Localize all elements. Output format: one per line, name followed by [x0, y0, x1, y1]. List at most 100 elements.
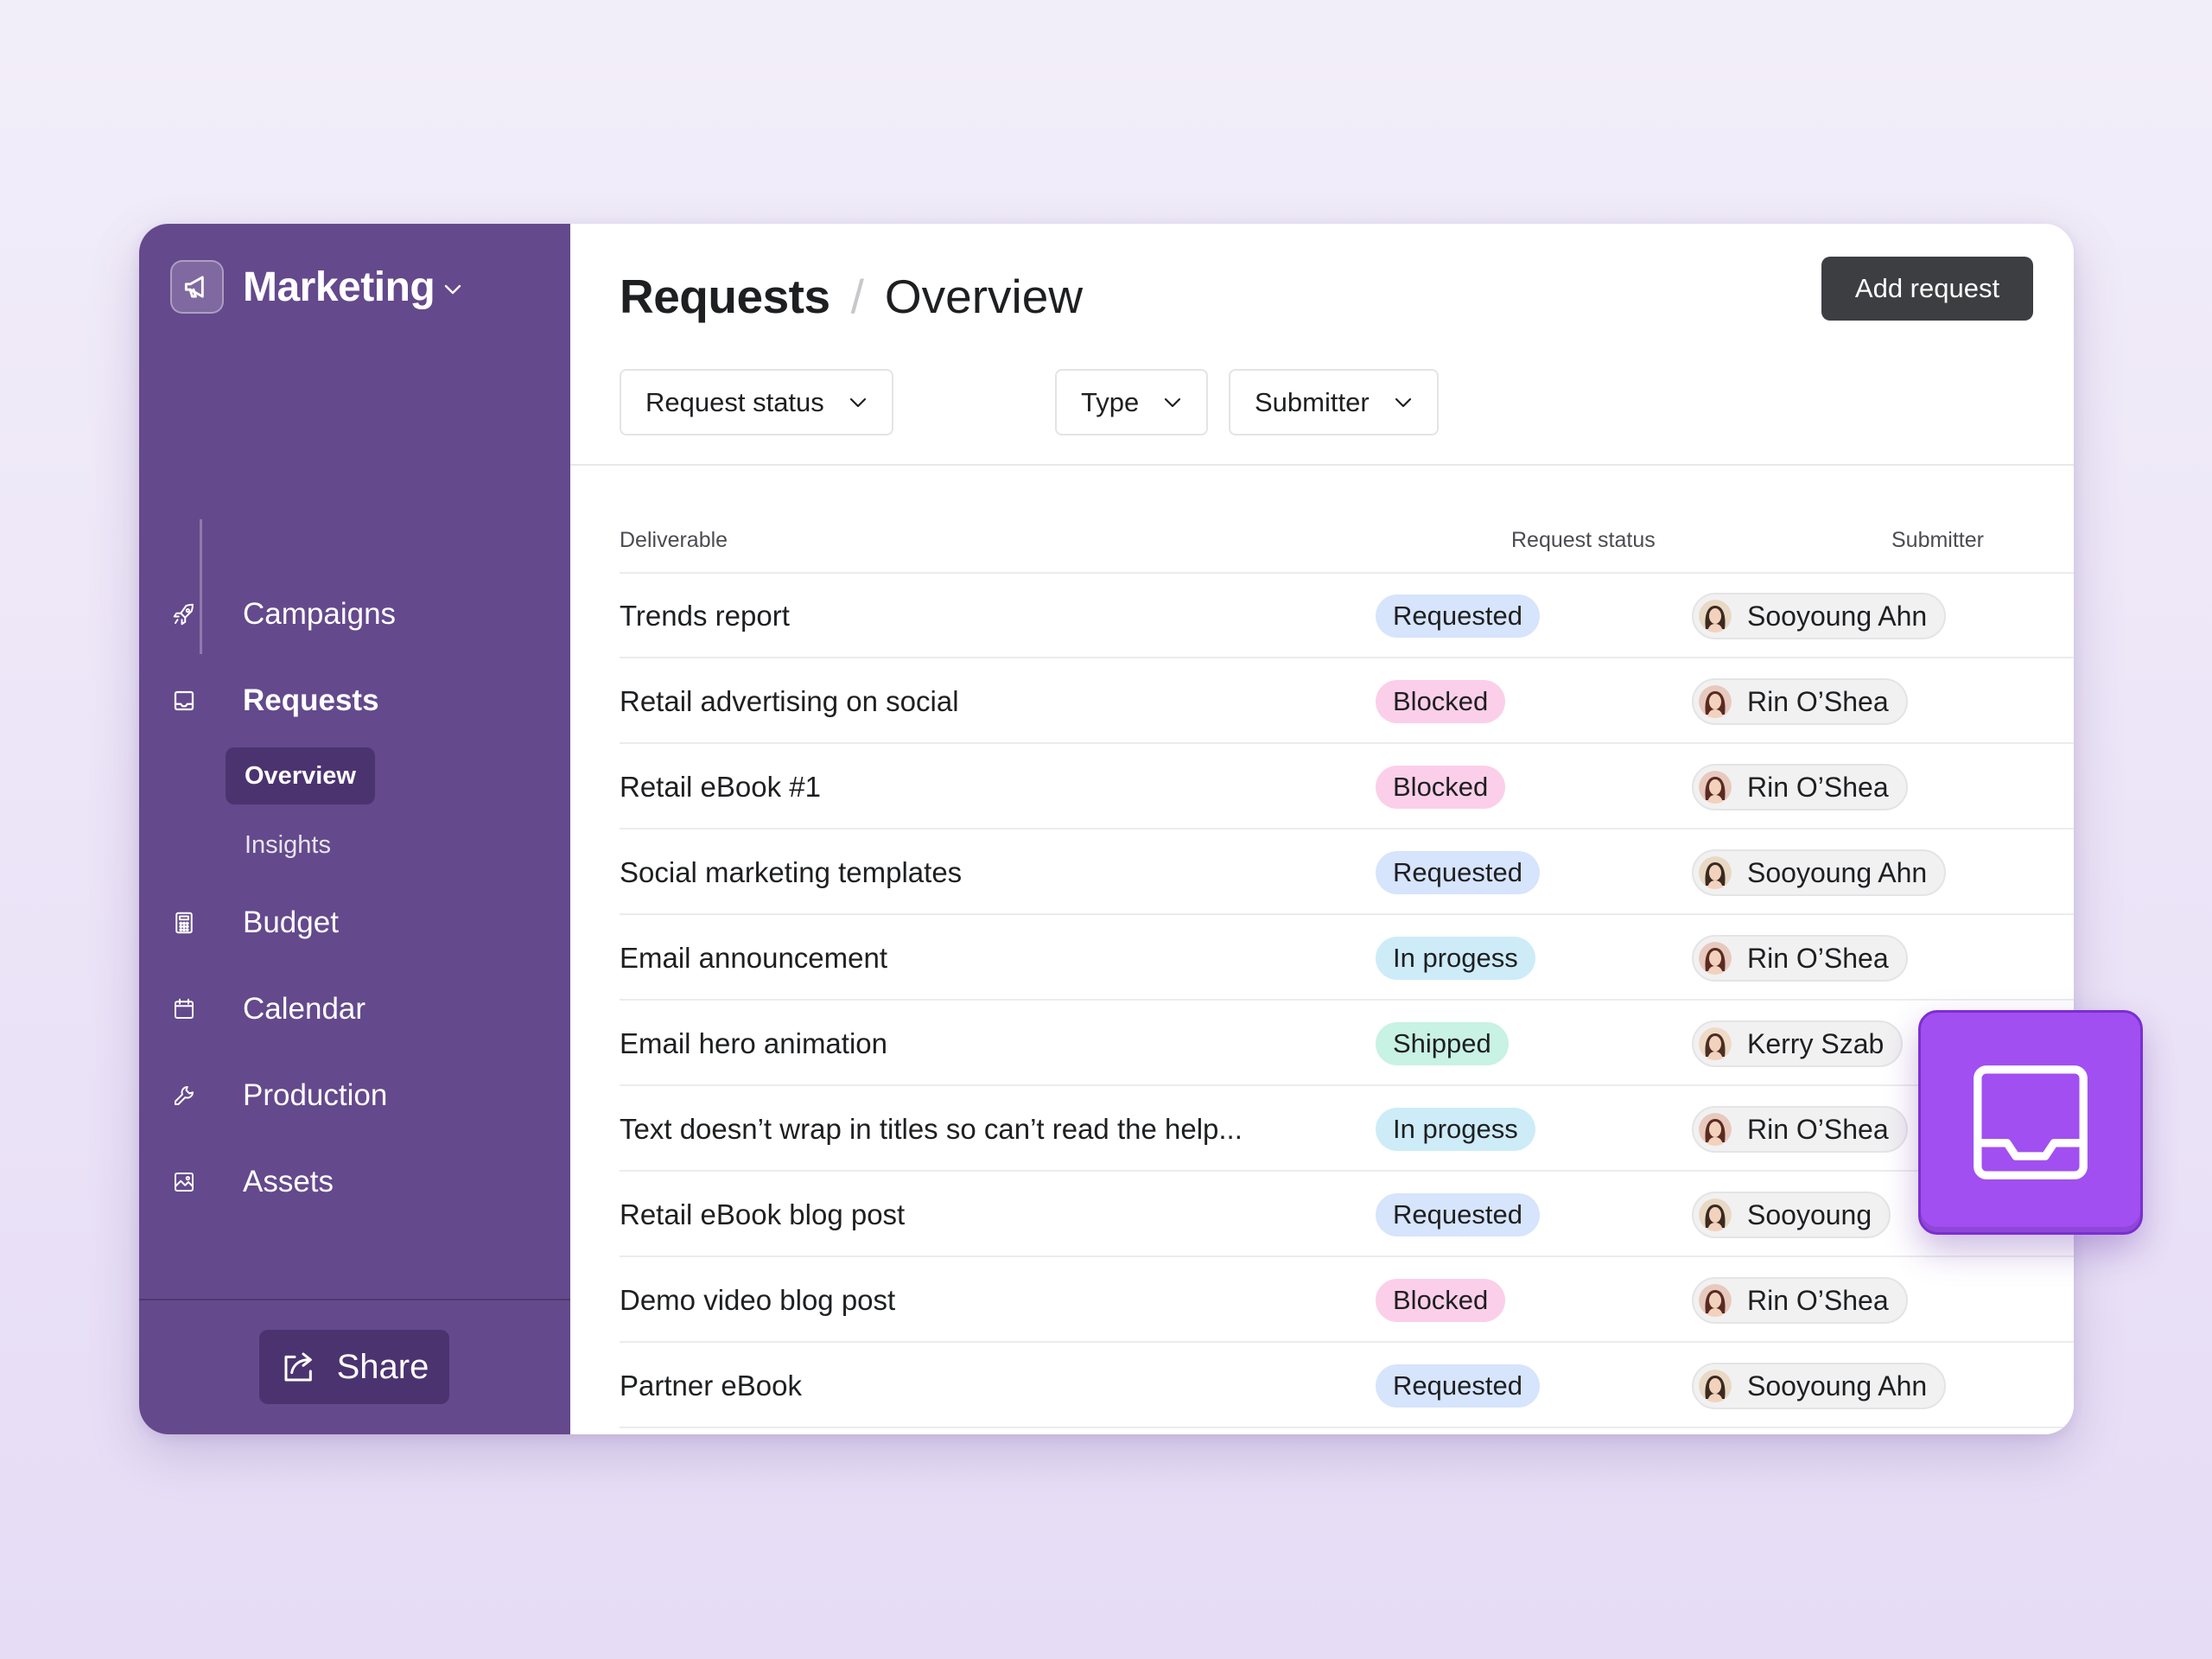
- cell-deliverable: Demo video blog post: [620, 1284, 896, 1316]
- avatar: [1699, 600, 1732, 632]
- subnav-indent-line: [200, 519, 202, 654]
- sidebar-item-assets[interactable]: Assets: [170, 1156, 334, 1208]
- submitter-chip[interactable]: Rin O’Shea: [1692, 678, 1908, 725]
- submitter-name: Rin O’Shea: [1747, 1284, 1889, 1316]
- submitter-chip[interactable]: Rin O’Shea: [1692, 764, 1908, 810]
- breadcrumb-requests[interactable]: Requests: [620, 270, 830, 323]
- cell-deliverable: Retail eBook blog post: [620, 1198, 906, 1230]
- avatar: [1699, 1198, 1732, 1231]
- image-icon: [170, 1168, 198, 1196]
- cell-deliverable: Social marketing templates: [620, 856, 963, 888]
- filter-label: Type: [1081, 386, 1140, 417]
- sidebar-item-campaigns[interactable]: Campaigns: [170, 588, 396, 640]
- column-header-request-status[interactable]: Request status: [1511, 528, 1656, 552]
- inbox-badge: [1918, 1010, 2143, 1235]
- sidebar-item-calendar[interactable]: Calendar: [170, 983, 365, 1035]
- status-badge[interactable]: Blocked: [1376, 680, 1506, 723]
- table-row[interactable]: Partner eBook Requested Sooyoung Ahn: [620, 1344, 2074, 1428]
- sidebar-item-label: Calendar: [243, 992, 366, 1026]
- filter-label: Request status: [645, 386, 824, 417]
- sidebar-item-budget[interactable]: Budget: [170, 897, 339, 949]
- toolbar-divider: [570, 464, 2074, 466]
- avatar: [1699, 771, 1732, 804]
- inbox-icon: [1974, 1065, 2088, 1179]
- table-row[interactable]: Retail eBook #1 Blocked Rin O’Shea: [620, 745, 2074, 830]
- table-header-divider: [620, 572, 2074, 574]
- sidebar-item-production[interactable]: Production: [170, 1070, 387, 1122]
- calendar-icon: [170, 995, 198, 1023]
- avatar: [1699, 1113, 1732, 1146]
- status-badge[interactable]: Requested: [1376, 851, 1540, 894]
- wrench-icon: [170, 1082, 198, 1109]
- chevron-down-icon: [443, 283, 462, 300]
- sidebar-item-label: Budget: [243, 906, 339, 939]
- cell-deliverable: Retail advertising on social: [620, 685, 959, 717]
- avatar: [1699, 1027, 1732, 1060]
- submitter-chip[interactable]: Rin O’Shea: [1692, 1277, 1908, 1324]
- status-badge[interactable]: In progess: [1376, 937, 1535, 980]
- sidebar-item-label: Campaigns: [243, 597, 397, 631]
- table-row[interactable]: Retail advertising on social Blocked Rin O…: [620, 659, 2074, 744]
- avatar: [1699, 1284, 1732, 1317]
- submitter-chip[interactable]: Sooyoung Ahn: [1692, 1363, 1947, 1409]
- column-header-submitter[interactable]: Submitter: [1891, 528, 1984, 552]
- cell-deliverable: Email hero animation: [620, 1027, 887, 1059]
- status-badge[interactable]: Blocked: [1376, 1279, 1506, 1322]
- sidebar-item-label: Assets: [243, 1165, 334, 1198]
- megaphone-icon: [170, 260, 224, 314]
- submitter-chip[interactable]: Sooyoung Ahn: [1692, 593, 1947, 639]
- submitter-chip[interactable]: Kerry Szab: [1692, 1020, 1904, 1067]
- filter-submitter[interactable]: Submitter: [1229, 369, 1439, 435]
- cell-deliverable: Email announcement: [620, 942, 888, 974]
- rocket-icon: [170, 601, 198, 628]
- chevron-down-icon: [849, 397, 866, 407]
- column-header-deliverable[interactable]: Deliverable: [620, 528, 728, 552]
- table-row[interactable]: Text doesn’t wrap in titles so can’t rea…: [620, 1087, 2074, 1172]
- status-badge[interactable]: Requested: [1376, 1364, 1540, 1408]
- share-button[interactable]: Share: [259, 1330, 449, 1404]
- submitter-name: Kerry Szab: [1747, 1027, 1885, 1059]
- subnav-item-overview[interactable]: Overview: [226, 747, 375, 804]
- cell-deliverable: Retail eBook #1: [620, 771, 821, 803]
- table-row[interactable]: Email hero animation Shipped Kerry Szab: [620, 1001, 2074, 1086]
- filter-label: Submitter: [1255, 386, 1370, 417]
- chevron-down-icon: [1395, 397, 1411, 407]
- avatar: [1699, 856, 1732, 889]
- sidebar-item-label: Requests: [243, 683, 379, 717]
- submitter-chip[interactable]: Rin O’Shea: [1692, 935, 1908, 982]
- share-icon: [284, 1352, 312, 1382]
- sidebar-item-requests[interactable]: Requests: [170, 675, 379, 727]
- workspace-switcher[interactable]: Marketing: [170, 260, 462, 314]
- workspace-title: Marketing: [243, 264, 435, 310]
- filter-request-status[interactable]: Request status: [620, 369, 893, 435]
- status-badge[interactable]: Requested: [1376, 594, 1540, 638]
- main-content: Requests / Overview Add request Request …: [570, 224, 2074, 1434]
- status-badge[interactable]: Requested: [1376, 1193, 1540, 1236]
- submitter-chip[interactable]: Rin O’Shea: [1692, 1106, 1908, 1153]
- submitter-name: Rin O’Shea: [1747, 771, 1889, 803]
- avatar: [1699, 685, 1732, 718]
- status-badge[interactable]: Shipped: [1376, 1022, 1509, 1065]
- breadcrumb: Requests / Overview: [620, 262, 1083, 331]
- table-row[interactable]: Email announcement In progess Rin O’Shea: [620, 916, 2074, 1001]
- filter-type[interactable]: Type: [1055, 369, 1209, 435]
- page-title: Overview: [884, 270, 1084, 323]
- submitter-name: Sooyoung Ahn: [1747, 1370, 1928, 1402]
- table-row[interactable]: Retail eBook blog post Requested Sooyoung: [620, 1173, 2074, 1257]
- cell-deliverable: Text doesn’t wrap in titles so can’t rea…: [620, 1113, 1243, 1145]
- submitter-chip[interactable]: Sooyoung: [1692, 1192, 1891, 1238]
- submitter-name: Rin O’Shea: [1747, 1113, 1889, 1145]
- add-request-button[interactable]: Add request: [1821, 257, 2033, 321]
- status-badge[interactable]: Blocked: [1376, 766, 1506, 809]
- submitter-name: Rin O’Shea: [1747, 942, 1889, 974]
- status-badge[interactable]: In progess: [1376, 1108, 1535, 1151]
- submitter-chip[interactable]: Sooyoung Ahn: [1692, 849, 1947, 896]
- cell-deliverable: Partner eBook: [620, 1370, 802, 1402]
- submitter-name: Sooyoung: [1747, 1198, 1872, 1230]
- table-row[interactable]: Demo video blog post Blocked Rin O’Shea: [620, 1258, 2074, 1343]
- table-row[interactable]: Trends report Requested Sooyoung Ahn: [620, 574, 2074, 658]
- table-row[interactable]: Social marketing templates Requested Sooyo…: [620, 830, 2074, 915]
- sidebar: Marketing Campaigns: [139, 224, 570, 1434]
- subnav-item-insights[interactable]: Insights: [245, 830, 331, 859]
- avatar: [1699, 1370, 1732, 1402]
